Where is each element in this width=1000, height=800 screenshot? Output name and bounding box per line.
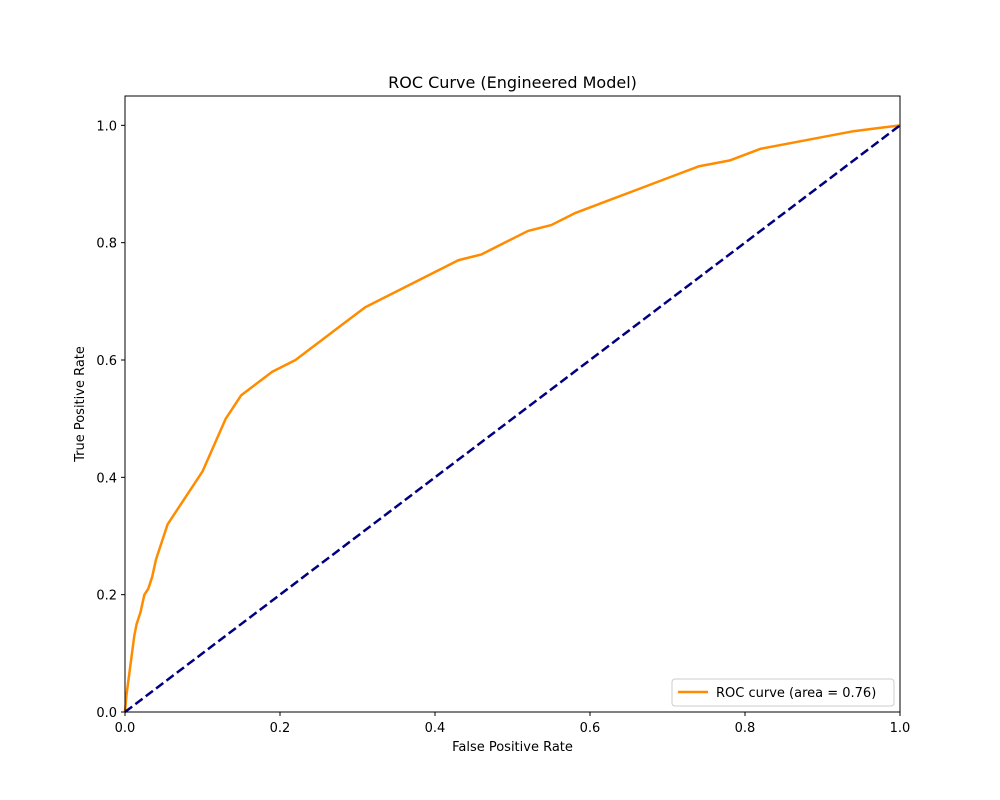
y-tick-label: 0.6 [96, 354, 117, 369]
y-axis: 0.0 0.2 0.4 0.6 0.8 1.0 [96, 119, 125, 721]
roc-curve-line [123, 124, 901, 713]
chance-diagonal-line [124, 124, 901, 713]
x-tick-label: 0.8 [735, 721, 756, 736]
chart-title: ROC Curve (Engineered Model) [388, 73, 637, 92]
y-axis-label: True Positive Rate [73, 346, 88, 463]
x-tick-label: 0.6 [580, 721, 601, 736]
x-tick-label: 1.0 [890, 721, 911, 736]
plot-area [123, 124, 901, 713]
y-tick-label: 0.4 [96, 471, 117, 486]
y-tick-label: 1.0 [96, 119, 117, 134]
x-tick-label: 0.2 [270, 721, 291, 736]
y-tick-label: 0.0 [96, 706, 117, 721]
x-tick-label: 0.0 [115, 721, 136, 736]
plot-frame [124, 95, 901, 713]
x-tick-label: 0.4 [425, 721, 446, 736]
x-axis-label: False Positive Rate [452, 740, 573, 755]
legend-box [671, 678, 895, 707]
y-tick-label: 0.2 [96, 589, 117, 604]
y-tick-label: 0.8 [96, 237, 117, 252]
x-axis: 0.0 0.2 0.4 0.6 0.8 1.0 [115, 712, 911, 736]
legend: ROC curve (area = 0.76) [671, 678, 895, 707]
legend-label-roc-curve: ROC curve (area = 0.76) [716, 686, 876, 701]
